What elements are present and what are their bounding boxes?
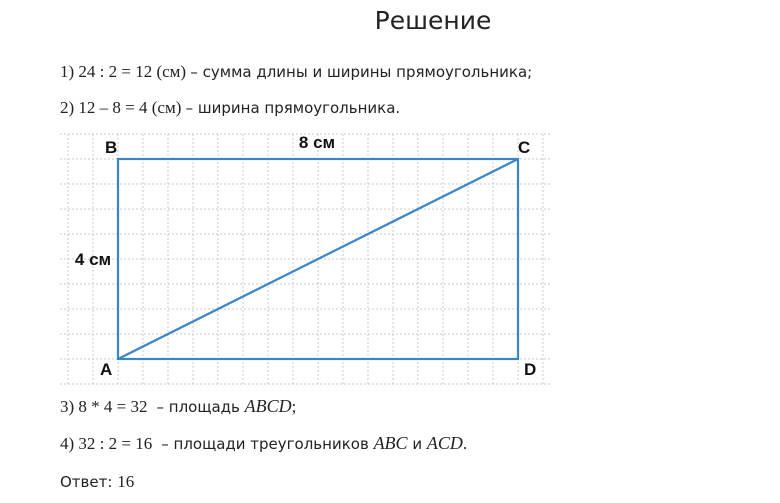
text: – ширина прямоугольника.	[185, 99, 401, 117]
math: 1) 24 : 2 = 12 (см)	[60, 62, 191, 81]
text: – сумма длины и ширины прямоугольника;	[190, 63, 533, 81]
vertex-label: D	[524, 360, 536, 379]
text: ;	[291, 397, 297, 416]
step: 4) 32 : 2 = 16 – площади треугольников A…	[60, 433, 467, 454]
text: – площадь	[151, 398, 245, 416]
rect-abcd	[116, 157, 520, 361]
vertex-label: B	[105, 138, 117, 157]
width-label: 4 см	[75, 250, 111, 269]
rectangle	[116, 157, 520, 361]
text: .	[462, 434, 468, 453]
math: 2) 12 – 8 = 4 (см)	[60, 98, 186, 117]
vertex-label: C	[518, 138, 530, 157]
answer: Ответ: 16	[60, 472, 134, 492]
step: 3) 8 * 4 = 32 – площадь ABCD;	[60, 396, 296, 417]
text: – площади треугольников	[156, 435, 374, 453]
length-label: 8 см	[299, 133, 335, 152]
answer-value: 16	[117, 472, 135, 491]
math: 4) 32 : 2 = 16	[60, 434, 157, 453]
vertex-label: A	[100, 360, 112, 379]
math: 3) 8 * 4 = 32	[60, 397, 152, 416]
step: 2) 12 – 8 = 4 (см) – ширина прямоугольни…	[60, 98, 400, 118]
answer-label: Ответ:	[60, 473, 118, 491]
diagonal-ac	[117, 158, 519, 360]
math: ABC	[373, 433, 408, 453]
math: ABCD	[244, 396, 292, 416]
title: Решение	[374, 6, 492, 35]
text: и	[407, 435, 427, 453]
math: ACD	[426, 433, 463, 453]
step: 1) 24 : 2 = 12 (см) – сумма длины и шири…	[60, 62, 532, 82]
